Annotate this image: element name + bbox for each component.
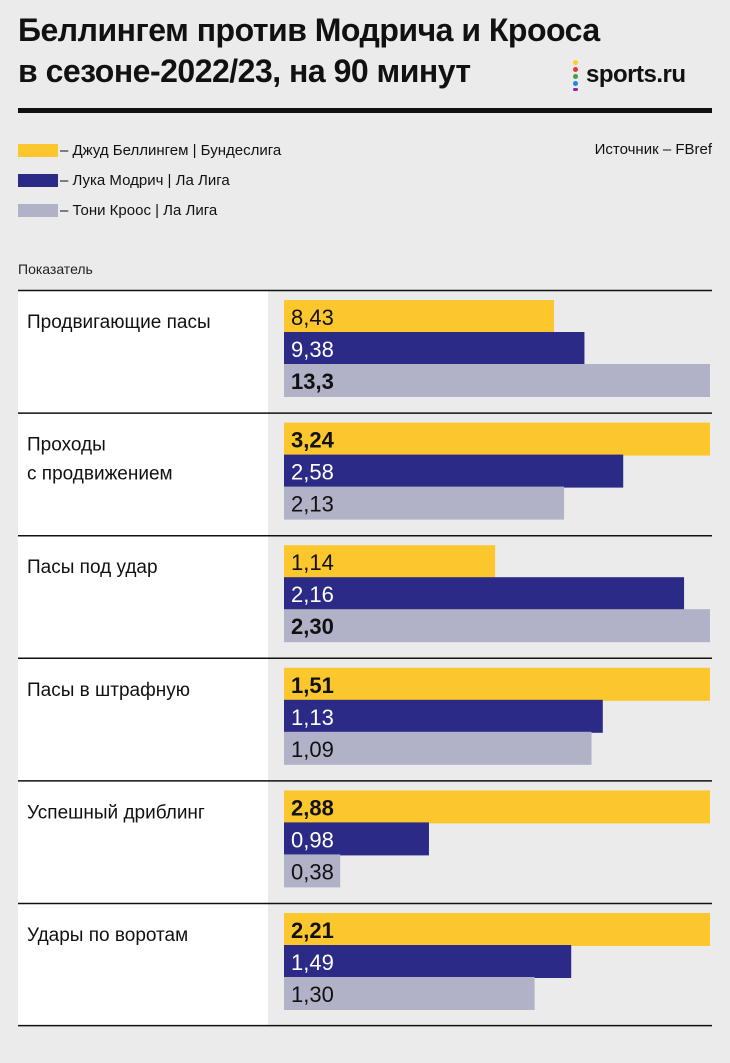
bar-1-series-3 <box>284 364 710 397</box>
title-line-1: Беллингем против Модрича и Крооса <box>18 12 600 48</box>
legend-item-kroos: – Тони Кроос | Ла Лига <box>18 200 281 220</box>
bar-value-label-5-series-3: 0,38 <box>291 859 334 884</box>
legend-label-bellingham: – Джуд Беллингем | Бундеслига <box>60 141 282 159</box>
category-label-2-line-2: с продвижением <box>27 464 173 485</box>
bar-value-label-5-series-1: 2,88 <box>291 795 334 820</box>
bar-value-label-3-series-1: 1,14 <box>291 550 334 575</box>
bar-value-label-4-series-3: 1,09 <box>291 737 334 762</box>
bar-3-series-2 <box>284 577 685 611</box>
sports-ru-logo: sports.ru <box>572 58 686 92</box>
bar-3-series-1 <box>284 545 496 579</box>
bar-6-series-3 <box>284 977 535 1010</box>
bar-value-label-3-series-3: 2,30 <box>291 614 334 639</box>
bar-5-series-2 <box>284 822 429 856</box>
category-cell-3 <box>18 535 268 658</box>
category-label-1-line-1: Продвигающие пасы <box>27 312 211 333</box>
bar-value-label-3-series-2: 2,16 <box>291 582 334 607</box>
category-cell-6 <box>18 903 268 1026</box>
category-label-5-line-1: Успешный дриблинг <box>27 802 205 823</box>
bar-value-label-1-series-1: 8,43 <box>291 305 334 330</box>
logo-text: sports.ru <box>586 61 686 88</box>
bar-value-label-2-series-1: 3,24 <box>291 428 335 453</box>
category-label-6-line-1: Удары по воротам <box>27 925 188 946</box>
legend-item-bellingham: – Джуд Беллингем | Бундеслига <box>18 140 281 160</box>
bar-5-series-1 <box>284 790 710 824</box>
bar-2-series-2 <box>284 454 624 488</box>
bar-1-series-1 <box>284 300 555 333</box>
bar-value-label-6-series-2: 1,49 <box>291 950 334 975</box>
bar-value-label-1-series-2: 9,38 <box>291 337 334 362</box>
category-cell-4 <box>18 657 268 781</box>
bar-6-series-2 <box>284 945 572 978</box>
bar-value-label-6-series-3: 1,30 <box>291 982 334 1007</box>
legend-label-kroos: – Тони Кроос | Ла Лига <box>60 201 218 219</box>
bar-value-label-2-series-3: 2,13 <box>291 492 334 517</box>
bar-4-series-2 <box>284 699 603 733</box>
category-cell-1 <box>18 290 268 413</box>
column-header: Показатель <box>18 261 93 277</box>
source-note: Источник – FBref <box>594 141 712 158</box>
bar-value-label-6-series-1: 2,21 <box>291 918 334 943</box>
legend-item-modric: – Лука Модрич | Ла Лига <box>18 170 281 190</box>
category-label-2-line-1: Проходы <box>27 435 106 456</box>
bar-value-label-1-series-3: 13,3 <box>291 369 334 394</box>
category-cell-5 <box>18 780 268 903</box>
chart-title: Беллингем против Модрича и Крооса в сезо… <box>18 10 600 92</box>
logo-dots-icon <box>572 59 580 91</box>
bar-4-series-3 <box>284 731 592 765</box>
bar-3-series-3 <box>284 609 710 643</box>
bar-2-series-1 <box>284 422 710 456</box>
bar-1-series-2 <box>284 332 585 365</box>
bar-value-label-4-series-2: 1,13 <box>291 705 334 730</box>
legend-label-modric: – Лука Модрич | Ла Лига <box>60 171 230 189</box>
category-label-4-line-1: Пасы в штрафную <box>27 680 190 701</box>
legend-swatch-modric <box>18 173 58 187</box>
legend-swatch-kroos <box>18 203 58 217</box>
legend-swatch-bellingham <box>18 143 58 157</box>
title-line-2: в сезоне-2022/23, на 90 минут <box>18 53 471 89</box>
bar-value-label-2-series-2: 2,58 <box>291 460 334 485</box>
bar-6-series-1 <box>284 913 710 946</box>
bar-value-label-4-series-1: 1,51 <box>291 673 334 698</box>
category-cell-2 <box>18 412 268 536</box>
bar-value-label-5-series-2: 0,98 <box>291 827 334 852</box>
legend: – Джуд Беллингем | Бундеслига – Лука Мод… <box>18 140 281 230</box>
bar-4-series-1 <box>284 667 710 701</box>
title-rule <box>18 108 712 113</box>
bar-2-series-3 <box>284 486 565 520</box>
bar-5-series-3 <box>284 854 341 888</box>
category-label-3-line-1: Пасы под удар <box>27 557 158 578</box>
